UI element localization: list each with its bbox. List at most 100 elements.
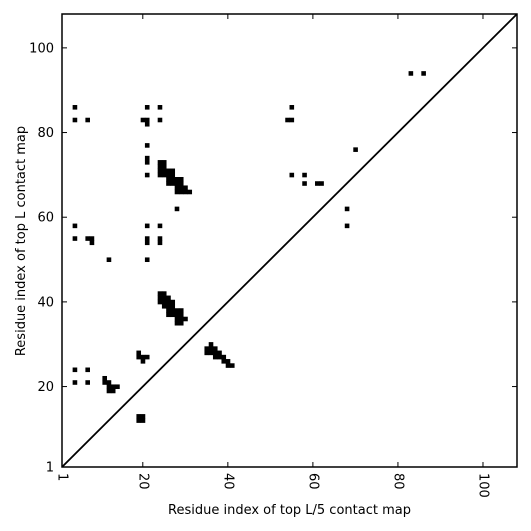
contact-point [174,181,180,186]
contact-point [72,367,78,373]
contact-point [353,147,358,152]
contact-point [106,380,112,385]
y-tick-label: 100 [29,41,54,56]
y-tick-label: 60 [37,211,54,226]
contact-point [157,117,163,123]
contact-point [166,312,171,318]
contact-point [166,168,171,174]
contact-point [144,105,150,110]
contact-point [166,181,171,186]
contact-point [344,206,350,212]
plot-frame [61,13,518,468]
contact-point [285,117,290,123]
contact-point [166,295,171,301]
y-axis-label: Residue index of top L contact map [14,126,29,356]
contact-point [178,181,184,186]
contact-point [72,105,78,110]
contact-point [174,185,180,191]
contact-point [85,236,90,241]
contact-point [85,117,90,123]
contact-point [157,168,163,174]
contact-point [89,240,95,246]
contact-point [208,350,214,356]
contact-point [221,354,227,360]
y-tick-label: 80 [37,126,54,141]
contact-point [170,168,176,174]
contact-point [102,375,107,381]
x-tick-label: 20 [135,473,150,490]
contact-point [315,181,320,186]
contact-point [187,189,193,195]
contact-point [144,257,150,263]
contact-point [208,342,214,347]
contact-point [72,236,78,241]
contact-point [136,350,142,356]
contact-point [225,363,231,368]
contact-point [212,346,218,351]
contact-point [72,117,78,123]
contact-point [161,164,167,169]
contact-point [161,168,167,174]
contact-point [170,308,176,313]
contact-point [144,172,150,178]
contact-point [183,185,188,191]
contact-point [178,312,184,318]
contact-point [170,299,176,305]
contact-point [157,105,163,110]
x-tick-label: 80 [390,473,405,490]
contact-point [144,155,150,161]
contact-point [144,240,150,246]
contact-point [144,236,150,241]
diagonal-line [61,13,518,468]
contact-point [174,320,180,326]
contact-point [161,291,167,296]
contact-point [302,172,307,178]
contact-point [157,223,163,229]
contact-point [157,295,163,301]
contact-point [157,172,163,178]
contact-point [178,185,184,191]
contact-point [157,236,163,241]
contact-point [421,71,426,76]
contact-point [166,177,171,182]
contact-point [115,384,120,390]
contact-point [157,164,163,169]
contact-point [157,299,163,305]
contact-point [102,380,107,385]
contact-point [161,295,167,301]
contact-point [166,304,171,309]
contact-point [183,189,188,195]
contact-point [110,384,116,390]
contact-point [89,236,95,241]
contact-point [289,117,295,123]
plot-area [61,13,518,468]
contact-point [157,240,163,246]
contact-point [217,350,222,356]
contact-point [170,181,176,186]
contact-point [144,160,150,165]
contact-point [106,257,112,263]
contact-point [212,354,218,360]
contact-point [144,117,150,123]
contact-point [289,105,295,110]
contact-point [85,380,90,385]
contact-point [178,308,184,313]
contact-point [136,354,142,360]
contact-point [161,299,167,305]
y-tick-label: 20 [37,380,54,395]
contact-point [174,189,180,195]
contact-point [174,308,180,313]
contact-point [178,316,184,322]
contact-point [170,304,176,309]
contact-point [166,299,171,305]
contact-point [161,304,167,309]
contact-point [161,160,167,165]
contact-point [408,71,414,76]
contact-point [212,350,218,356]
contact-point [144,223,150,229]
contact-point [174,177,180,182]
contact-point [319,181,324,186]
contact-point [166,308,171,313]
contact-point [221,359,227,364]
